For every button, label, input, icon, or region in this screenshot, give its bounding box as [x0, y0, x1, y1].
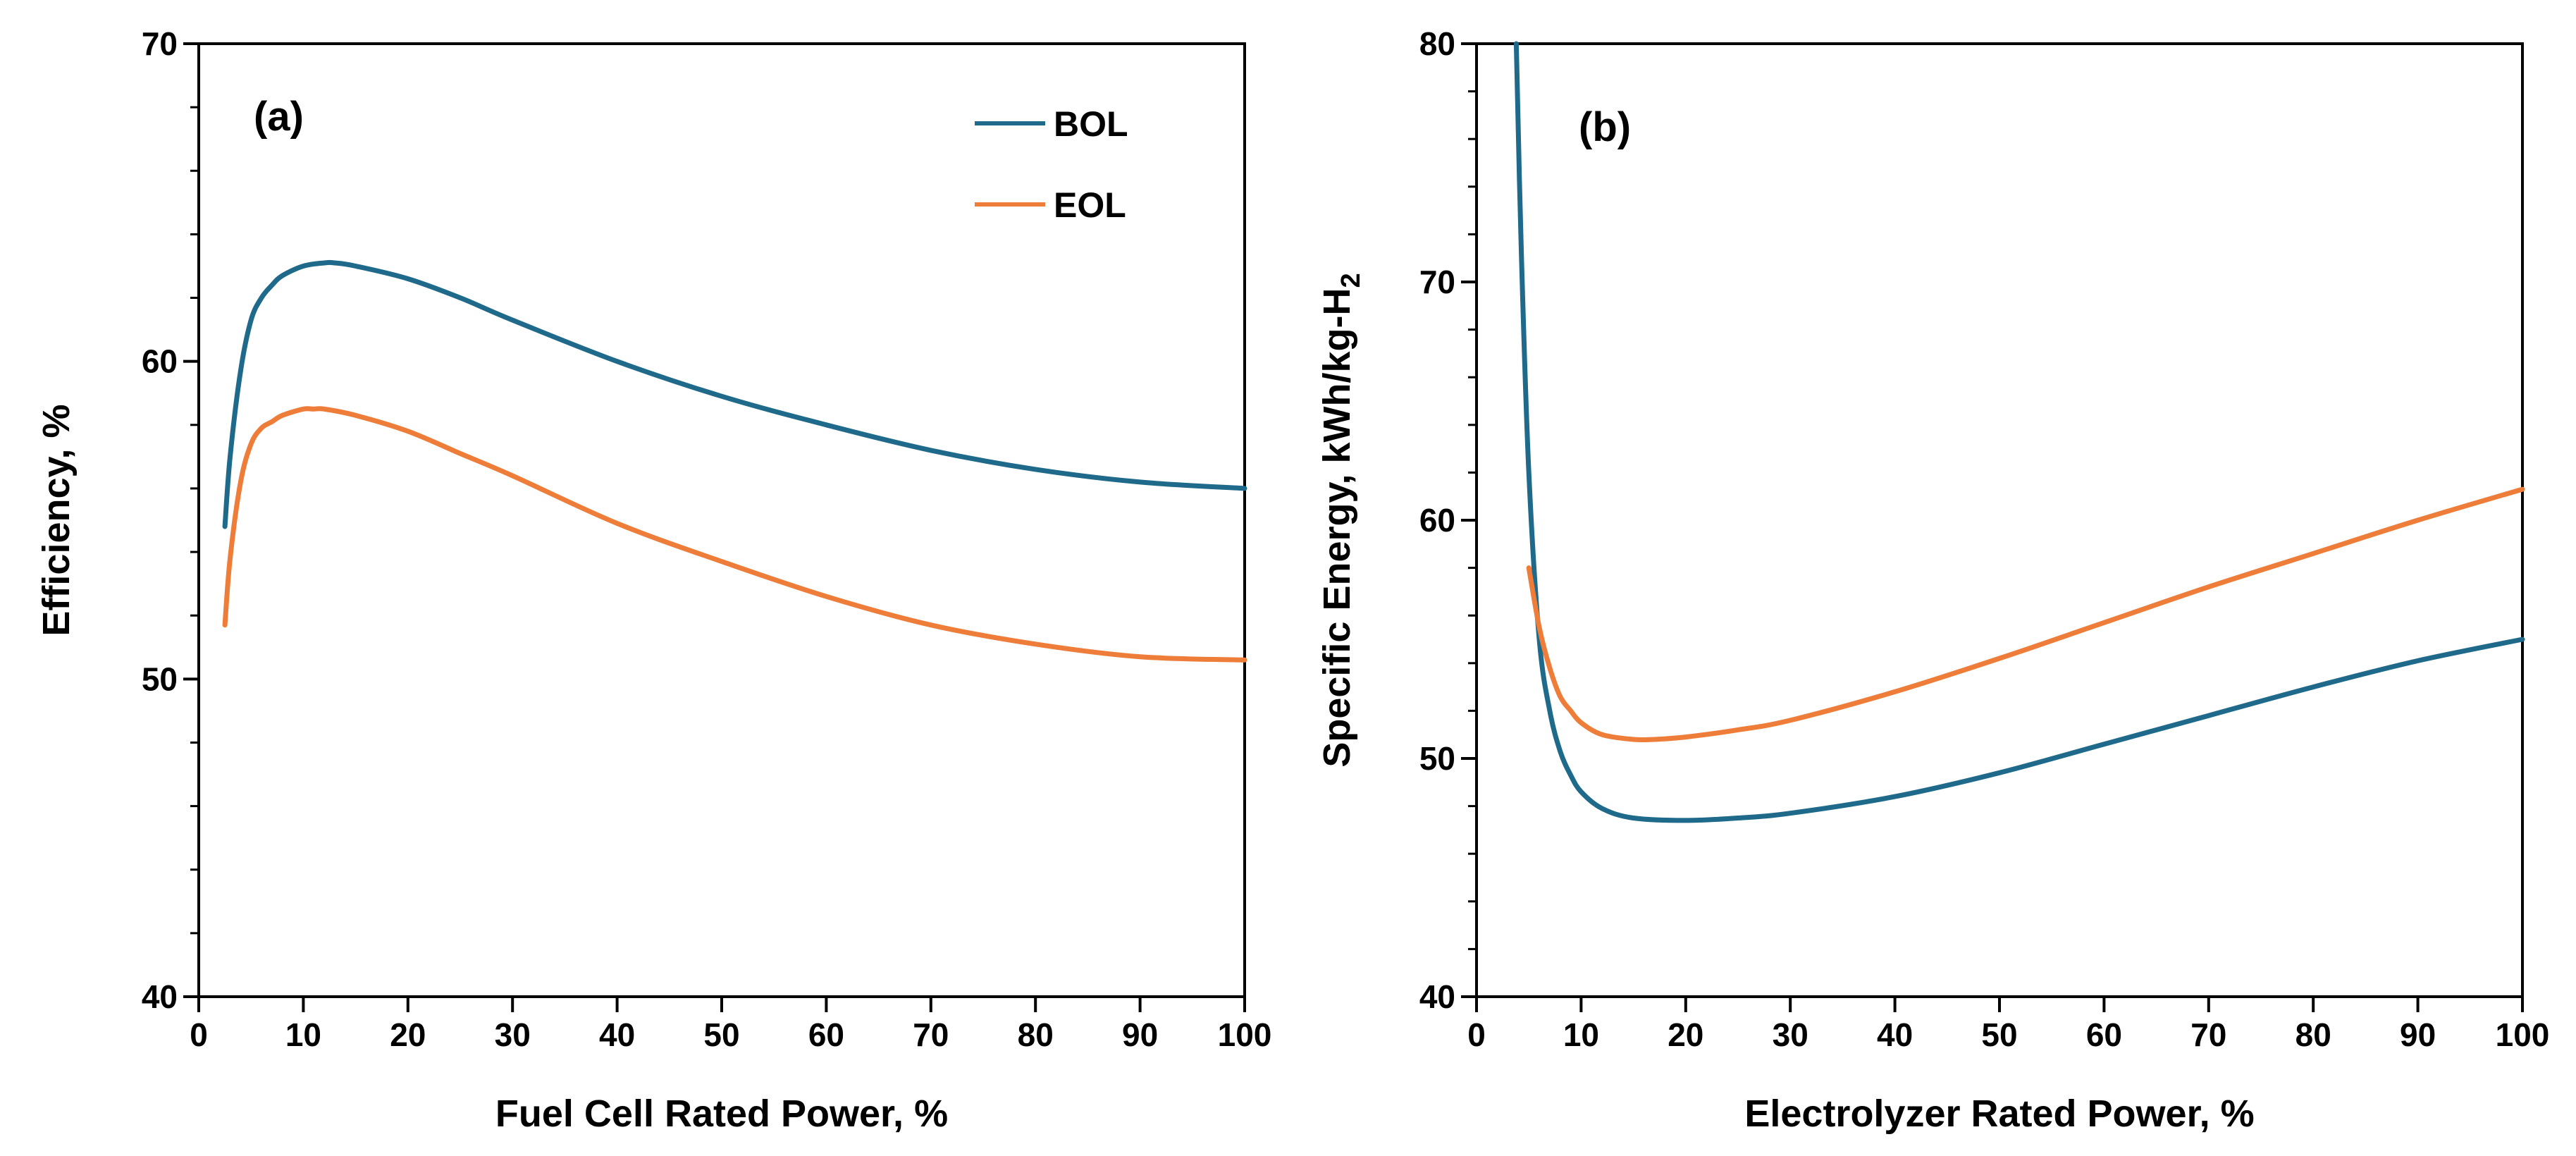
y-axis-title: Efficiency, %: [35, 404, 78, 636]
x-tick-label: 40: [599, 1016, 635, 1053]
tick-marks: [183, 42, 1246, 1012]
legend: BOL EOL: [975, 104, 1128, 225]
panel-label: (b): [1579, 104, 1631, 150]
panel-b: 0 10 20 30 40 50 60 70 80 90 100 40 50 60 70 80 (b) Ele…: [1316, 25, 2549, 1135]
x-tick-label: 10: [1563, 1016, 1599, 1053]
plot-area-frame: [1475, 42, 2524, 998]
legend-label-bol: BOL: [1054, 104, 1128, 144]
y-axis-title-main: Specific Energy, kWh/kg-H: [1316, 288, 1358, 767]
x-tick-label: 50: [703, 1016, 739, 1053]
series-lines: [1513, 41, 2525, 823]
x-tick-label: 70: [913, 1016, 949, 1053]
x-tick-label: 50: [1981, 1016, 2017, 1053]
panel-label: (a): [254, 94, 304, 140]
legend-label-eol: EOL: [1054, 185, 1126, 225]
tick-labels: 0 10 20 30 40 50 60 70 80 90 100 40 50 60 70 80: [1419, 25, 2550, 1053]
series-line-bol: [1513, 41, 2525, 823]
x-tick-label: 20: [390, 1016, 426, 1053]
series-line-bol: [222, 259, 1247, 529]
x-tick-label: 60: [808, 1016, 844, 1053]
x-tick-label: 60: [2086, 1016, 2122, 1053]
tick-labels: 0 10 20 30 40 50 60 70 80 90 100 40 50 60 70: [142, 25, 1272, 1053]
x-tick-label: 30: [495, 1016, 531, 1053]
y-axis-title-subscript: 2: [1336, 273, 1366, 288]
y-axis-title: Specific Energy, kWh/kg-H2: [1316, 273, 1366, 767]
y-tick-label: 40: [142, 978, 178, 1015]
y-tick-label: 80: [1419, 25, 1455, 62]
x-tick-label: 30: [1773, 1016, 1808, 1053]
y-tick-label: 60: [1419, 502, 1455, 539]
x-axis-title: Fuel Cell Rated Power, %: [495, 1093, 948, 1135]
x-tick-label: 80: [2295, 1016, 2331, 1053]
y-tick-label: 40: [1419, 978, 1455, 1015]
x-tick-label: 100: [2496, 1016, 2550, 1053]
y-tick-label: 50: [1419, 740, 1455, 777]
y-tick-label: 70: [142, 25, 178, 62]
x-tick-label: 100: [1218, 1016, 1272, 1053]
panel-a: 0 10 20 30 40 50 60 70 80 90 100 40 50 60 70 (a) BOL E…: [35, 25, 1271, 1135]
y-tick-label: 50: [142, 660, 178, 697]
x-axis-title: Electrolyzer Rated Power, %: [1744, 1093, 2254, 1135]
series-line-eol: [1526, 486, 2525, 743]
tick-marks: [1461, 42, 2524, 1012]
x-tick-label: 10: [285, 1016, 321, 1053]
x-tick-label: 80: [1018, 1016, 1054, 1053]
x-tick-label: 20: [1668, 1016, 1703, 1053]
x-tick-label: 0: [190, 1016, 208, 1053]
series-lines: [222, 259, 1247, 663]
x-tick-label: 90: [1122, 1016, 1158, 1053]
series-line-eol: [222, 406, 1247, 663]
y-tick-label: 70: [1419, 264, 1455, 300]
y-tick-label: 60: [142, 343, 178, 380]
x-tick-label: 70: [2190, 1016, 2226, 1053]
x-tick-label: 90: [2400, 1016, 2436, 1053]
x-tick-label: 0: [1467, 1016, 1486, 1053]
x-tick-label: 40: [1877, 1016, 1913, 1053]
